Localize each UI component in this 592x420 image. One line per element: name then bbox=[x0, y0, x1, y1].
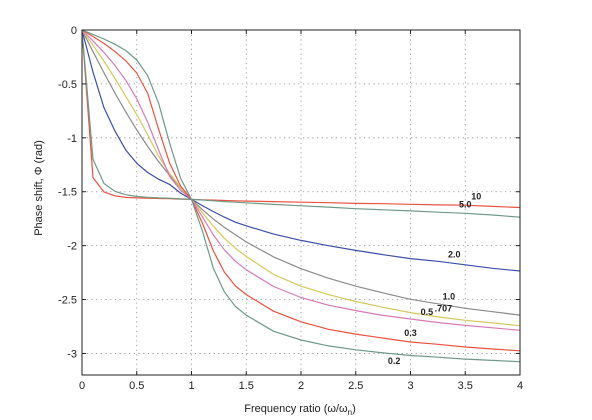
y-tick-label: -0.5 bbox=[58, 79, 77, 91]
curve-label-6: 0.3 bbox=[404, 328, 417, 338]
y-tick-label: -1 bbox=[67, 133, 77, 145]
y-tick-label: 0 bbox=[71, 25, 77, 37]
x-tick-label: 1.5 bbox=[239, 380, 254, 392]
curve-label-5: 0.5 bbox=[421, 307, 434, 317]
series-line-6 bbox=[81, 29, 521, 352]
series-lines bbox=[81, 29, 521, 363]
y-tick-label: -2 bbox=[67, 241, 77, 253]
x-tick-label: 1 bbox=[188, 380, 194, 392]
x-tick-label: 4 bbox=[517, 380, 523, 392]
x-tick-label: 3 bbox=[407, 380, 413, 392]
curve-label-1: 5.0 bbox=[459, 199, 472, 209]
x-tick-label: 2 bbox=[298, 380, 304, 392]
x-tick-label: 3.5 bbox=[458, 380, 473, 392]
series-line-3 bbox=[81, 29, 521, 316]
curve-label-0: 10 bbox=[471, 192, 481, 202]
series-line-2 bbox=[81, 29, 521, 272]
series-line-0 bbox=[81, 29, 521, 209]
y-tick-label: -3 bbox=[67, 348, 77, 360]
y-tick-label: -1.5 bbox=[58, 187, 77, 199]
curve-label-7: 0.2 bbox=[388, 356, 401, 366]
x-axis-title-main: Frequency ratio (ω/ω bbox=[244, 403, 348, 415]
x-tick-label: 0.5 bbox=[129, 380, 144, 392]
x-axis-title-sub: n bbox=[348, 408, 352, 417]
y-tick-label: -2.5 bbox=[58, 295, 77, 307]
x-tick-label: 0 bbox=[79, 380, 85, 392]
y-axis-title: Phase shift, Φ (rad) bbox=[33, 140, 45, 236]
series-line-7 bbox=[81, 29, 521, 363]
x-axis-title-end: ) bbox=[352, 403, 356, 415]
curve-label-4: .707 bbox=[435, 304, 453, 314]
axis-ticks: 0 0.5 1 1.5 2 2.5 3 3.5 4 0 -0.5 -1 -1.5 -2 -2.5 -3 bbox=[58, 25, 523, 392]
series-line-4 bbox=[81, 29, 521, 327]
x-tick-label: 2.5 bbox=[348, 380, 363, 392]
curve-label-2: 2.0 bbox=[448, 249, 461, 259]
curve-label-3: 1.0 bbox=[443, 292, 456, 302]
grid bbox=[82, 30, 520, 375]
series-line-1 bbox=[81, 29, 521, 218]
series-line-5 bbox=[81, 29, 521, 331]
x-axis-title: Frequency ratio (ω/ωn) bbox=[244, 403, 356, 417]
